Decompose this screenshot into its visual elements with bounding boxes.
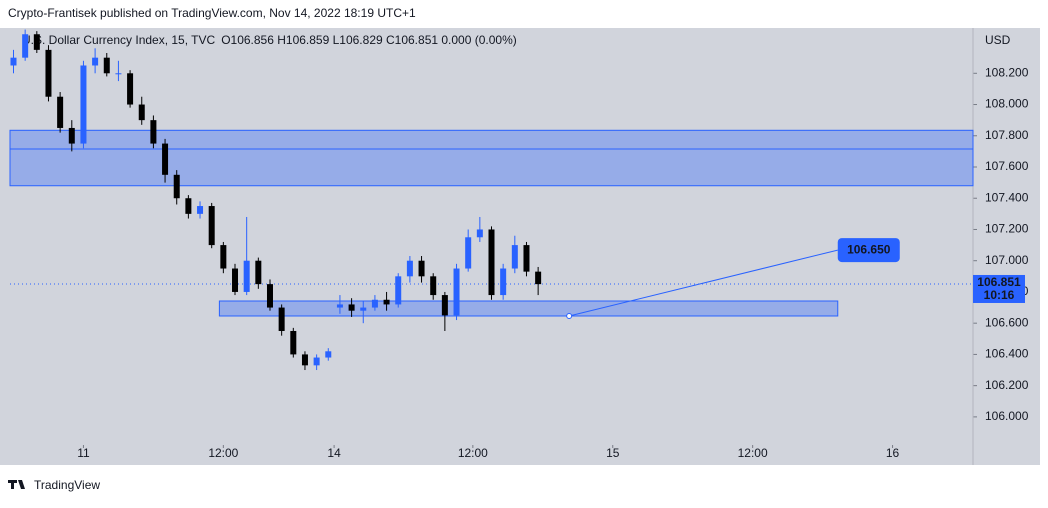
y-tick-label: 107.400 <box>985 190 1029 204</box>
candle-body <box>208 206 215 246</box>
candle-body <box>150 120 157 144</box>
y-tick-label: 107.000 <box>985 253 1029 267</box>
candle-body <box>80 65 87 144</box>
candle-body <box>325 351 332 358</box>
candle-body <box>243 260 250 292</box>
candle-body <box>232 268 239 292</box>
candle-body <box>406 260 413 277</box>
candle-body <box>68 127 75 144</box>
logo <box>8 480 25 489</box>
candle-body <box>255 260 262 285</box>
candle-body <box>301 354 308 366</box>
zone <box>9 129 974 187</box>
y-tick-label: 106.400 <box>985 347 1029 361</box>
candle-body <box>535 271 542 285</box>
candle-body <box>441 295 448 316</box>
candle-body <box>395 276 402 305</box>
projection-anchor <box>566 312 573 319</box>
y-tick-label: 107.600 <box>985 159 1029 173</box>
x-tick-label: 12:00 <box>738 446 768 460</box>
candle-body <box>173 174 180 199</box>
x-tick-label: 15 <box>606 446 620 460</box>
candle-body <box>488 229 495 296</box>
candle-body <box>115 73 122 75</box>
projection-line <box>569 249 838 317</box>
candle-body <box>92 57 99 66</box>
x-tick-label: 11 <box>77 446 90 460</box>
last-price-box <box>973 274 1025 303</box>
candle-body <box>418 260 425 277</box>
candle-body <box>220 245 227 269</box>
candle-body <box>197 206 204 214</box>
last-price-label: 106.851 <box>977 275 1021 289</box>
candle-body <box>476 229 483 238</box>
candle-body <box>511 245 518 269</box>
candle-body <box>45 49 52 97</box>
candle-body <box>465 237 472 269</box>
y-tick-label: 107.800 <box>985 128 1029 142</box>
y-tick-label: 106.600 <box>985 315 1029 329</box>
candle-body <box>313 357 320 366</box>
candle-body <box>500 268 507 296</box>
candle-body <box>360 307 367 311</box>
candle-body <box>103 57 110 74</box>
x-tick-label: 16 <box>886 446 900 460</box>
x-tick-label: 14 <box>327 446 341 460</box>
candle-body <box>278 307 285 331</box>
y-tick-label: 106.200 <box>985 378 1029 392</box>
legend-title: U.S. Dollar Currency Index, 15, TVC O106.… <box>22 33 517 47</box>
x-tick-label: 12:00 <box>458 446 488 460</box>
candle-body <box>336 304 343 308</box>
projection-label: 106.650 <box>847 242 891 256</box>
y-tick-label: 107.200 <box>985 222 1029 236</box>
y-tick-label: 108.000 <box>985 97 1029 111</box>
candle-body <box>430 276 437 296</box>
projection-label-box <box>837 238 900 263</box>
candle-body <box>371 299 378 308</box>
y-tick-label: 106.000 <box>985 409 1029 423</box>
candle-body <box>33 34 40 50</box>
candle-body <box>10 57 17 66</box>
publisher-line: Crypto-Frantisek published on TradingVie… <box>8 6 416 20</box>
candle-body <box>22 34 29 58</box>
candle-body <box>57 96 64 128</box>
footer-brand: TradingView <box>34 478 100 492</box>
candle-body <box>290 330 297 355</box>
candle-body <box>383 299 390 305</box>
zone <box>218 300 839 317</box>
candle-body <box>348 304 355 311</box>
candle-body <box>185 198 192 214</box>
x-tick-label: 12:00 <box>208 446 238 460</box>
currency: USD <box>985 33 1011 47</box>
candle-body <box>523 245 530 272</box>
candle-body <box>127 73 134 105</box>
candle-body <box>266 284 273 308</box>
ohlc: O106.856 H106.859 L106.829 C106.851 0.00… <box>221 33 517 47</box>
y-tick-label: 108.200 <box>985 65 1029 79</box>
candle-body <box>162 143 169 175</box>
candle-body <box>453 268 460 316</box>
candle-body <box>138 104 145 121</box>
countdown-label: 10:16 <box>984 288 1015 302</box>
symbol: U.S. Dollar Currency Index, 15, TVC <box>22 33 216 47</box>
